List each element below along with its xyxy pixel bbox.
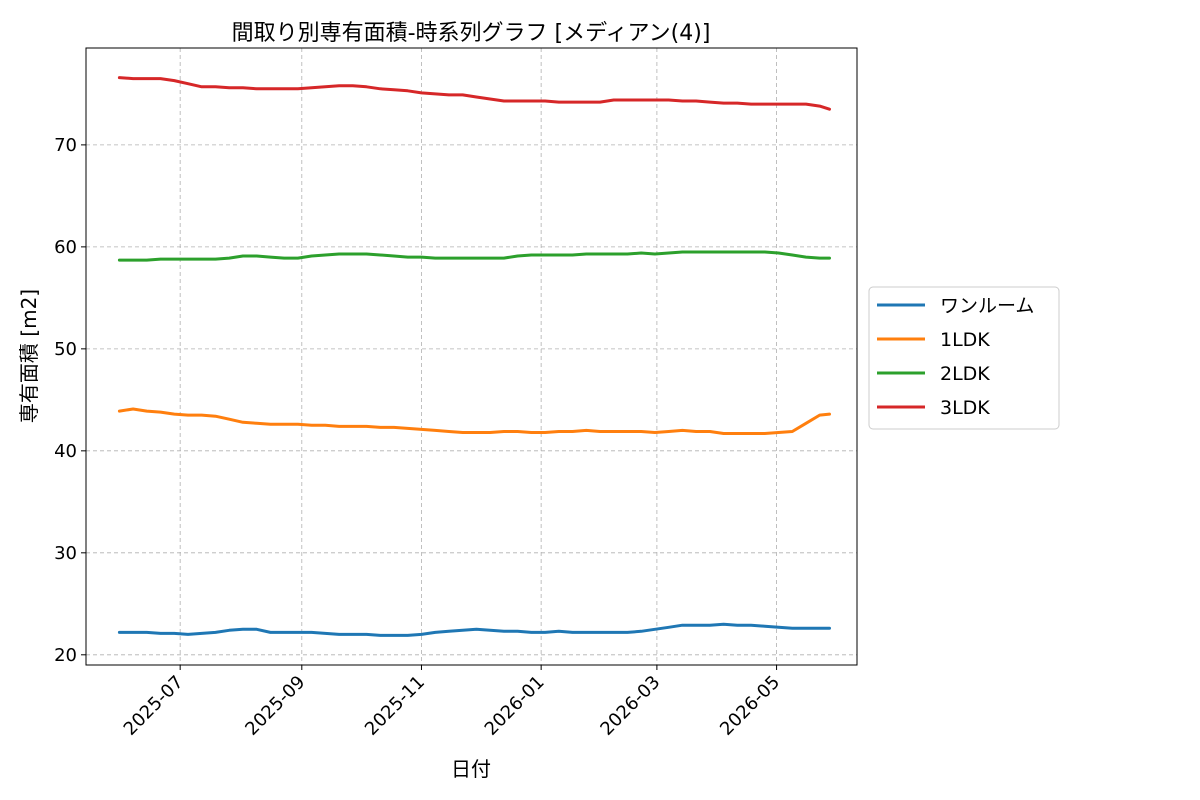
plot-area — [85, 47, 858, 666]
series-line-3 — [117, 76, 831, 111]
y-tick-label: 30 — [54, 543, 77, 564]
x-tick-label: 2025-11 — [361, 672, 429, 740]
series-line-1 — [117, 407, 831, 435]
x-tick-label: 2026-01 — [481, 672, 549, 740]
y-tick-label: 50 — [54, 339, 77, 360]
y-tick-label: 70 — [54, 135, 77, 156]
series-line-2 — [117, 250, 831, 262]
grid-lines — [86, 48, 857, 665]
y-tick-label: 40 — [54, 441, 77, 462]
series-lines — [117, 76, 831, 637]
legend-label-0: ワンルーム — [940, 295, 1034, 317]
chart-title: 間取り別専有面積-時系列グラフ [メディアン(4)] — [232, 21, 711, 46]
legend-label-1: 1LDK — [940, 329, 990, 351]
y-axis-title: 専有面積 [m2] — [17, 289, 41, 423]
y-tick-label: 20 — [54, 645, 77, 666]
legend-label-3: 3LDK — [940, 397, 990, 419]
x-tick-label: 2026-03 — [596, 672, 664, 740]
series-line-0 — [117, 622, 831, 637]
legend-label-2: 2LDK — [940, 363, 990, 385]
legend: ワンルーム 1LDK 2LDK 3LDK — [868, 286, 1060, 430]
legend-box — [868, 286, 1060, 430]
y-tick-label: 60 — [54, 237, 77, 258]
x-tick-label: 2025-09 — [241, 672, 309, 740]
axis-ticks: 20 30 40 50 60 70 2025-07 2025-09 2025-11 2026-01… — [54, 135, 784, 740]
x-tick-label: 2026-05 — [716, 672, 784, 740]
x-tick-label: 2025-07 — [120, 672, 188, 740]
x-axis-title: 日付 — [451, 757, 491, 781]
